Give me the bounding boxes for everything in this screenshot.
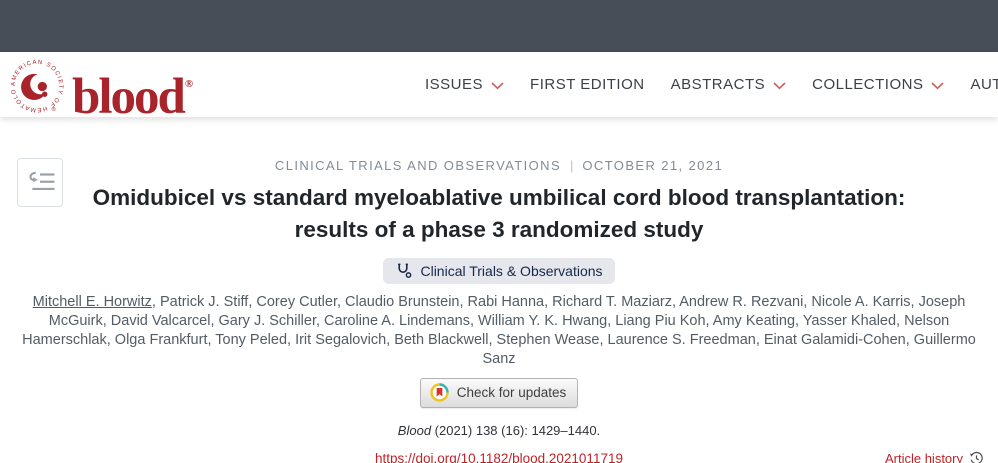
article-header-region: CLINICAL TRIALS AND OBSERVATIONS | OCTOBER… xyxy=(0,117,998,463)
outline-contents-arrow-icon xyxy=(29,171,55,190)
eyebrow-separator: | xyxy=(570,158,574,173)
chevron-down-icon xyxy=(931,81,945,89)
author-link-first[interactable]: Mitchell E. Horwitz xyxy=(32,294,152,310)
clock-history-icon xyxy=(970,451,983,463)
author-list-rest: , Patrick J. Stiff, Corey Cutler, Claudi… xyxy=(22,294,976,367)
article-contents-button[interactable] xyxy=(17,158,63,207)
blood-wordmark: blood® xyxy=(72,69,194,125)
citation-details: (2021) 138 (16): 1429–1440. xyxy=(431,423,601,438)
nav-label: ABSTRACTS xyxy=(670,76,766,93)
nav-label: COLLECTIONS xyxy=(812,76,924,93)
article-eyebrow: CLINICAL TRIALS AND OBSERVATIONS | OCTOBER… xyxy=(0,158,998,173)
ash-society-seal-icon: AMERICAN SOCIETY OF HEMATOLOGY ® xyxy=(8,57,62,113)
article-category[interactable]: CLINICAL TRIALS AND OBSERVATIONS xyxy=(274,158,562,173)
nav-item-collections[interactable]: COLLECTIONS xyxy=(812,76,945,93)
author-list: Mitchell E. Horwitz, Patrick J. Stiff, C… xyxy=(22,293,976,369)
top-utility-bar xyxy=(0,0,998,52)
citation-journal: Blood xyxy=(397,423,432,438)
check-for-updates-label: Check for updates xyxy=(456,385,567,400)
nav-label: AUTHORS xyxy=(970,76,998,93)
chevron-down-icon xyxy=(491,81,504,89)
citation-line: Blood (2021) 138 (16): 1429–1440. xyxy=(0,423,998,438)
article-title: Omidubicel vs standard myeloablative umb… xyxy=(92,185,906,242)
collection-badge-label: Clinical Trials & Observations xyxy=(420,262,603,279)
article-date: OCTOBER 21, 2021 xyxy=(582,158,724,173)
nav-item-abstracts[interactable]: ABSTRACTS xyxy=(671,76,787,93)
article-history-label: Article history xyxy=(884,451,963,463)
doi-link[interactable]: https://doi.org/10.1182/blood.2021011719 xyxy=(375,451,623,463)
journal-logo[interactable]: AMERICAN SOCIETY OF HEMATOLOGY ® blood® xyxy=(8,55,193,126)
check-for-updates-button[interactable]: Check for updates xyxy=(419,378,579,408)
doi-row: https://doi.org/10.1182/blood.2021011719… xyxy=(0,451,998,463)
chevron-down-icon xyxy=(773,81,786,89)
registered-mark: ® xyxy=(184,78,194,90)
main-nav: ISSUES FIRST EDITION ABSTRACTS COLLECTIO… xyxy=(425,52,998,117)
stethoscope-icon xyxy=(398,263,412,278)
nav-item-issues[interactable]: ISSUES xyxy=(425,76,504,93)
nav-item-authors[interactable]: AUTHORS xyxy=(970,76,998,93)
svg-text:®: ® xyxy=(52,106,57,113)
crossmark-icon xyxy=(430,383,449,402)
article-history-link[interactable]: Article history xyxy=(885,451,984,463)
nav-label: FIRST EDITION xyxy=(530,76,645,93)
nav-label: ISSUES xyxy=(425,76,484,93)
site-header: AMERICAN SOCIETY OF HEMATOLOGY ® blood® … xyxy=(0,52,998,125)
collection-badge[interactable]: Clinical Trials & Observations xyxy=(383,258,615,284)
nav-item-first-edition[interactable]: FIRST EDITION xyxy=(530,76,645,93)
